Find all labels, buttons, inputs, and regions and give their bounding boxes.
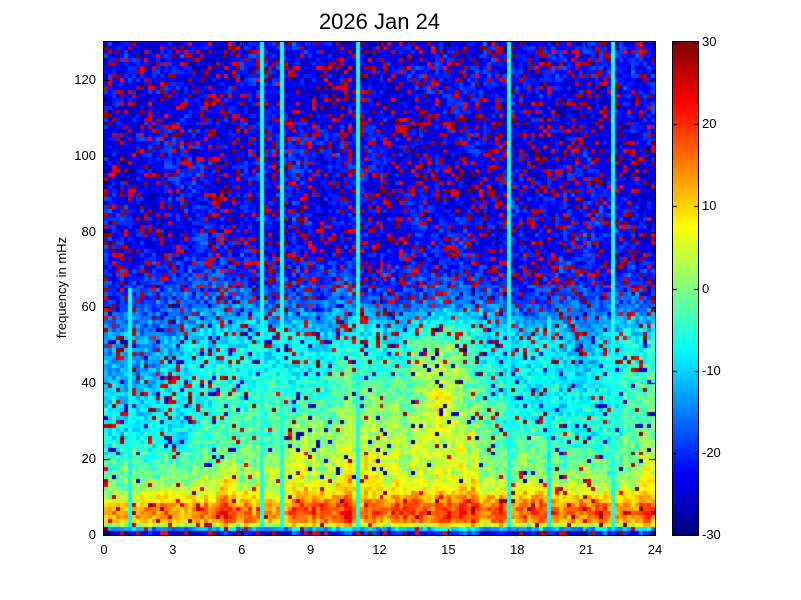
chart-title: 2026 Jan 24 [318,9,441,34]
y-tick-label: 0 [88,527,96,542]
x-tick-label: 21 [578,542,594,557]
colorbar-tick-label: 0 [702,280,710,296]
x-tick-label: 12 [372,542,387,557]
y-tick-label: 80 [81,223,96,239]
x-tick-label: 0 [100,542,108,557]
y-tick-label: 20 [81,451,96,467]
plot-area [103,41,656,536]
colorbar-tick-label: -30 [702,527,721,542]
x-tick-label: 6 [238,542,246,557]
x-tick-label: 9 [307,542,315,557]
y-tick-label: 120 [74,71,96,87]
colorbar-tick-label: -20 [702,444,721,460]
y-tick-label: 100 [74,147,96,163]
x-tick-label: 18 [510,542,525,557]
colorbar-tick-label: -10 [702,362,721,378]
x-tick-label: 3 [169,542,177,557]
colorbar-tick-label: 20 [702,116,717,132]
y-tick-label: 60 [81,299,96,315]
colorbar-canvas [673,42,698,535]
x-tick-label: 15 [441,542,456,557]
colorbar [672,41,699,536]
y-tick-label: 40 [81,375,96,391]
colorbar-tick-label: 30 [702,34,717,49]
spectrogram-canvas [104,42,655,535]
y-axis-label: frequency in mHz [54,236,70,339]
x-tick-label: 24 [647,542,663,557]
colorbar-tick-label: 10 [702,198,717,214]
